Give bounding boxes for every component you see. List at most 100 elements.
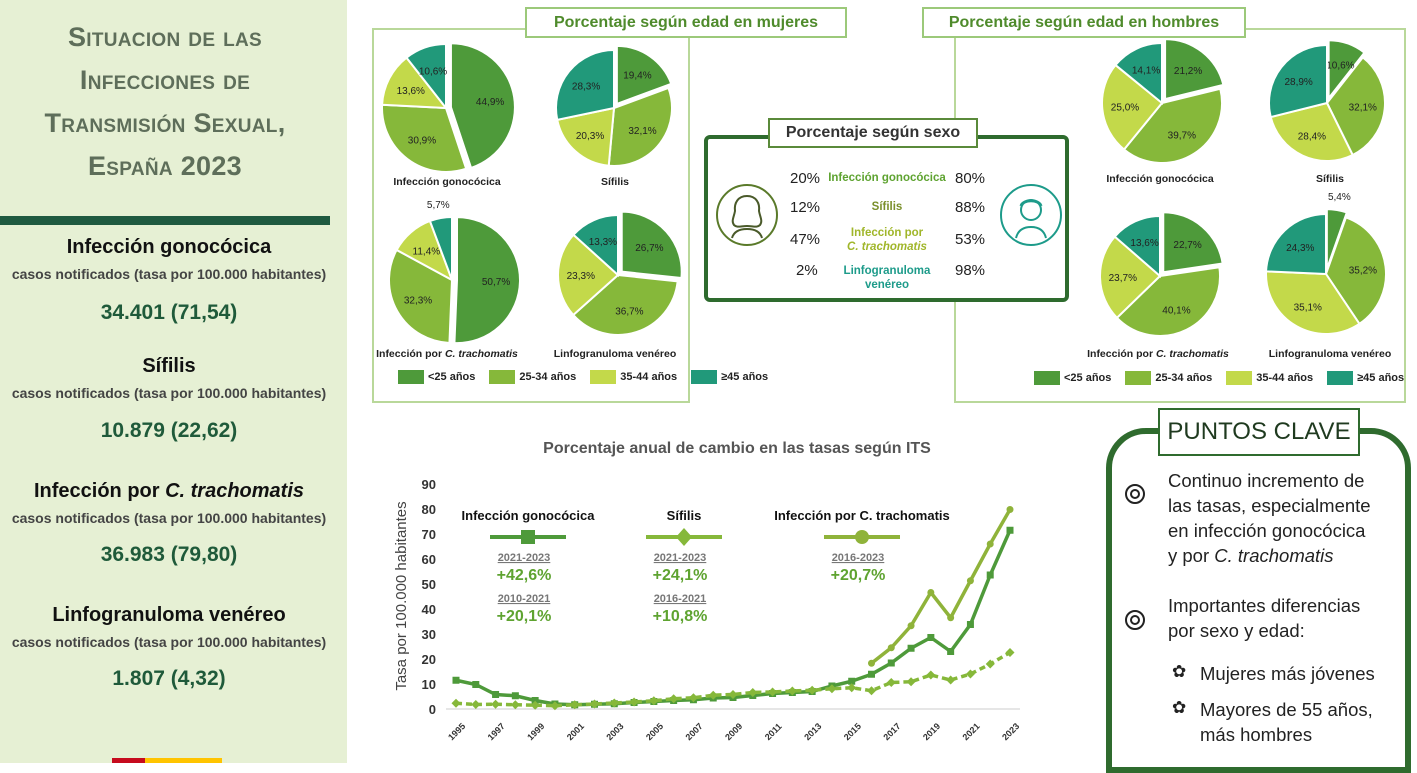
data-point	[630, 699, 638, 706]
data-point	[986, 540, 994, 548]
series-line	[455, 650, 1011, 708]
annotation-change: +42,6%	[497, 567, 552, 584]
data-point	[551, 700, 559, 708]
pie-slice	[449, 42, 516, 170]
data-point	[907, 622, 915, 630]
legend-label: Infección por C. trachomatis	[774, 508, 950, 523]
x-tick-label: 1995	[446, 721, 467, 742]
target-icon	[1125, 484, 1145, 504]
data-point	[807, 685, 817, 695]
data-point	[927, 589, 935, 596]
pie-slice	[555, 48, 615, 122]
data-point	[966, 621, 974, 628]
x-tick-label: 1999	[525, 721, 546, 742]
men-pct: 53%	[955, 231, 986, 248]
data-point	[965, 669, 975, 679]
data-point	[985, 659, 995, 669]
man-avatar-icon	[1000, 184, 1062, 246]
pie-label: Linfogranuloma venéreo	[553, 348, 677, 360]
pie-slice	[556, 106, 616, 167]
men-age-legend: <25 años 25-34 años 35-44 años ≥45 años	[1034, 371, 1404, 385]
pie-slice-label: 13,3%	[589, 237, 617, 248]
data-point	[610, 700, 618, 708]
pie-slice-label: 13,6%	[1130, 238, 1158, 249]
y-tick-label: 70	[422, 527, 436, 542]
legend-marker	[676, 528, 692, 546]
x-tick-label: 2023	[1000, 721, 1021, 742]
data-point	[768, 687, 778, 697]
x-tick-label: 2007	[684, 721, 705, 742]
data-point	[906, 677, 916, 687]
pie-slice-label: 32,3%	[404, 295, 432, 306]
men-age-title: Porcentaje según edad en hombres	[922, 7, 1246, 38]
x-tick-label: 1997	[486, 721, 507, 742]
data-point	[748, 688, 758, 697]
legend-item: 25-34 años	[489, 370, 576, 384]
stat-value-lgv: 1.807 (4,32)	[112, 667, 226, 690]
pie-slice-label: 20,3%	[576, 131, 604, 142]
data-point	[530, 700, 540, 710]
pie-slice-label: 36,7%	[615, 306, 643, 317]
stat-subtitle: casos notificados (tasa por 100.000 habi…	[11, 634, 327, 650]
data-point	[670, 697, 678, 704]
x-tick-label: 2003	[604, 721, 625, 742]
pie-slice-label: 25,0%	[1111, 103, 1139, 114]
gear-icon: ✿	[1172, 662, 1187, 681]
data-point	[491, 699, 501, 709]
data-point	[808, 688, 816, 695]
x-tick-label: 2011	[763, 721, 784, 742]
pie-charts: 44,9% 30,9% 13,6% 10,6% 19,4% 32,1% 20,3% 28,3%…	[381, 38, 1387, 345]
data-point	[510, 700, 520, 710]
data-point	[787, 686, 797, 696]
x-tick-label: 2021	[961, 721, 982, 742]
pie-slice-label: 35,2%	[1349, 265, 1377, 276]
stat-subtitle: casos notificados (tasa por 100.000 habi…	[11, 385, 327, 401]
data-point	[708, 690, 718, 700]
data-point	[451, 698, 461, 708]
data-point	[709, 694, 717, 702]
data-point	[1006, 526, 1014, 534]
target-icon	[1125, 610, 1145, 630]
pie-slice-label: 5,7%	[427, 200, 450, 211]
pie-slice	[388, 248, 454, 344]
y-tick-label: 60	[422, 552, 436, 567]
stat-value-gonococcal: 34.401 (71,54)	[100, 301, 238, 324]
title-line: Infecciones de	[79, 65, 251, 95]
title-line: España 2023	[88, 151, 242, 181]
y-axis-label: Tasa por 100.000 habitantes	[393, 501, 410, 690]
key-point-2: Importantes diferencias por sexo y edad:	[1168, 595, 1361, 641]
pie-slice-label: 14,1%	[1132, 65, 1160, 76]
data-point	[669, 694, 679, 704]
data-point	[729, 694, 737, 701]
pie-slice-label: 10,6%	[419, 66, 447, 77]
pie-slice	[1113, 214, 1161, 279]
gear-icon: ✿	[1172, 698, 1187, 717]
data-point	[946, 675, 956, 685]
data-point	[887, 644, 895, 652]
flag-logo	[112, 758, 222, 763]
data-point	[868, 670, 875, 678]
pie-slice-label: 26,7%	[635, 243, 663, 254]
pie-slice	[557, 233, 620, 317]
pie-slice-label: 21,2%	[1174, 66, 1202, 77]
x-tick-label: 2009	[723, 721, 744, 742]
data-point	[511, 692, 519, 700]
data-point	[531, 697, 539, 704]
data-point	[867, 686, 876, 696]
data-point	[609, 698, 619, 708]
page-title: Situacion de las Infecciones de Transmis…	[0, 16, 330, 188]
pie-slice	[1327, 39, 1366, 102]
y-tick-label: 30	[422, 627, 436, 642]
pie-slice-label: 13,6%	[397, 86, 425, 97]
woman-avatar-icon	[716, 184, 778, 246]
data-point	[471, 700, 481, 709]
stat-value-syphilis: 10.879 (22,62)	[100, 419, 238, 442]
title-line: Situacion de las	[67, 22, 263, 52]
annotation-change: +20,7%	[831, 567, 886, 584]
data-point	[650, 698, 658, 705]
stat-subtitle: casos notificados (tasa por 100.000 habi…	[11, 266, 327, 282]
data-point	[886, 678, 896, 687]
pie-slice	[1265, 212, 1327, 276]
y-tick-label: 90	[422, 477, 436, 492]
pie-slice-label: 11,4%	[413, 247, 441, 258]
